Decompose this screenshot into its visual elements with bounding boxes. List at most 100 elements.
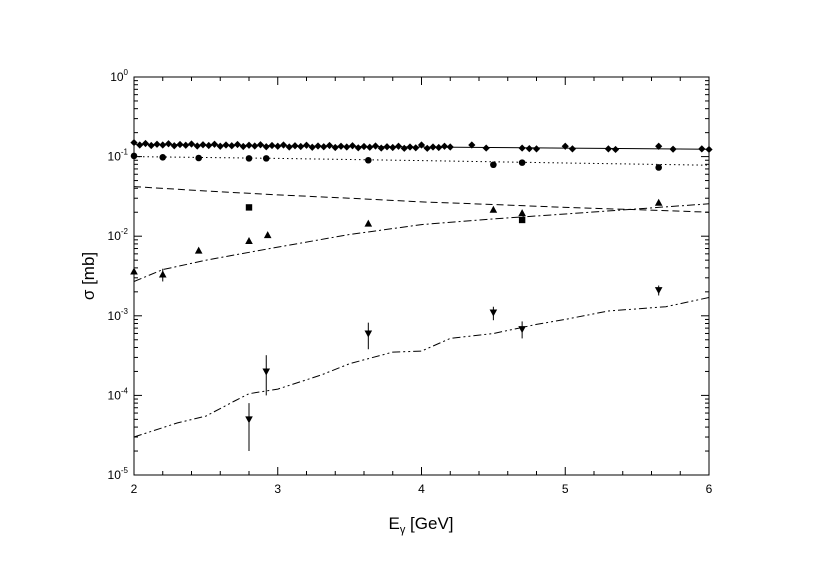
data-point-diamond bbox=[285, 143, 293, 151]
data-point-diamond bbox=[205, 141, 213, 150]
data-point-diamond bbox=[389, 143, 397, 152]
data-point-diamond bbox=[164, 140, 173, 148]
data-point-triangle-up bbox=[130, 267, 138, 275]
data-point-diamond bbox=[245, 141, 253, 149]
data-point-diamond bbox=[308, 143, 316, 151]
data-point-triangle-up bbox=[194, 246, 203, 254]
data-point-circle bbox=[262, 155, 270, 162]
curve-dashdotdot bbox=[133, 297, 710, 438]
data-point-circle bbox=[245, 155, 253, 162]
data-point-triangle-up bbox=[518, 209, 526, 217]
data-point-diamond bbox=[698, 145, 706, 153]
data-point-diamond bbox=[239, 142, 247, 151]
data-point-diamond bbox=[314, 142, 322, 150]
data-point-diamond bbox=[429, 143, 437, 151]
data-point-diamond bbox=[482, 144, 490, 152]
data-point-diamond bbox=[669, 145, 677, 153]
data-point-diamond bbox=[302, 141, 311, 149]
x-axis-title: Eγ [GeV] bbox=[388, 514, 453, 536]
data-point-triangle-down bbox=[489, 309, 498, 317]
curve-dashdot bbox=[133, 203, 710, 282]
data-point-diamond bbox=[187, 140, 196, 148]
data-point-diamond bbox=[159, 141, 167, 149]
data-point-diamond bbox=[153, 140, 161, 148]
data-point-circle bbox=[130, 152, 138, 160]
data-point-diamond bbox=[468, 141, 476, 149]
data-point-diamond bbox=[655, 142, 663, 150]
data-point-diamond bbox=[360, 142, 368, 151]
data-point-triangle-down bbox=[654, 287, 663, 295]
data-point-diamond bbox=[320, 143, 328, 151]
data-point-diamond bbox=[348, 142, 357, 150]
data-point-square bbox=[245, 204, 253, 211]
plot-frame bbox=[133, 76, 710, 476]
y-tick-label: 10-4 bbox=[108, 386, 129, 402]
x-tick-label: 5 bbox=[562, 482, 569, 496]
data-point-square bbox=[518, 216, 526, 224]
data-point-diamond bbox=[251, 142, 259, 150]
data-point-diamond bbox=[561, 142, 569, 150]
data-point-diamond bbox=[604, 145, 612, 153]
data-point-diamond bbox=[233, 140, 242, 149]
data-point-diamond bbox=[446, 143, 454, 151]
data-point-diamond bbox=[256, 141, 265, 149]
data-point-triangle-down bbox=[364, 330, 373, 338]
data-point-triangle-up bbox=[263, 231, 272, 239]
tick-labels: 2 3 4 5 6 10-5 10-4 10-3 10-2 10-1 100 bbox=[108, 68, 713, 496]
data-point-diamond bbox=[274, 142, 282, 150]
data-point-diamond bbox=[525, 145, 533, 153]
data-point-diamond bbox=[325, 141, 334, 150]
data-point-triangle-up bbox=[245, 237, 253, 245]
data-point-diamond bbox=[262, 143, 270, 151]
data-point-diamond bbox=[216, 142, 224, 150]
data-point-circle bbox=[490, 161, 497, 169]
data-point-diamond bbox=[440, 142, 449, 150]
data-point-diamond bbox=[337, 142, 345, 150]
y-axis-title: σ [mb] bbox=[79, 252, 98, 300]
data-point-diamond bbox=[297, 142, 305, 151]
data-point-circle bbox=[365, 156, 372, 164]
data-point-diamond bbox=[279, 141, 288, 149]
data-point-diamond bbox=[611, 145, 620, 154]
theory-curves bbox=[133, 143, 710, 438]
data-point-triangle-up bbox=[364, 219, 373, 227]
data-point-diamond bbox=[383, 143, 391, 151]
data-point-diamond bbox=[568, 145, 577, 153]
data-point-diamond bbox=[193, 142, 201, 150]
data-point-circle bbox=[518, 159, 526, 166]
curve-dashed bbox=[133, 186, 710, 213]
data-point-diamond bbox=[130, 138, 138, 147]
data-point-diamond bbox=[412, 144, 420, 152]
data-point-triangle-up bbox=[158, 270, 167, 278]
data-point-diamond bbox=[435, 143, 443, 152]
data-point-diamond bbox=[176, 140, 184, 149]
data-point-diamond bbox=[170, 142, 178, 150]
curve-dotted bbox=[133, 156, 710, 166]
data-point-diamond bbox=[366, 143, 374, 151]
y-tick-label: 10-5 bbox=[108, 466, 129, 482]
data-point-diamond bbox=[394, 142, 403, 150]
data-point-diamond bbox=[228, 142, 236, 150]
data-point-diamond bbox=[291, 142, 299, 150]
data-point-diamond bbox=[199, 141, 207, 149]
data-points bbox=[130, 138, 713, 452]
data-point-diamond bbox=[343, 143, 351, 151]
data-point-diamond bbox=[354, 144, 362, 152]
data-point-diamond bbox=[210, 140, 219, 148]
data-point-triangle-down bbox=[262, 368, 271, 376]
data-point-diamond bbox=[371, 142, 380, 150]
data-point-diamond bbox=[377, 144, 385, 152]
data-point-circle bbox=[655, 164, 662, 171]
data-point-circle bbox=[159, 153, 167, 161]
data-point-diamond bbox=[532, 145, 541, 153]
data-point-diamond bbox=[423, 144, 431, 152]
data-point-diamond bbox=[147, 141, 155, 150]
data-point-triangle-down bbox=[245, 416, 253, 424]
x-tick-label: 6 bbox=[706, 482, 713, 496]
data-point-triangle-up bbox=[489, 205, 498, 213]
data-point-circle bbox=[195, 154, 202, 162]
y-tick-label: 10-3 bbox=[108, 307, 129, 323]
data-point-diamond bbox=[406, 143, 414, 151]
data-point-diamond bbox=[705, 145, 713, 154]
data-point-diamond bbox=[222, 141, 230, 149]
